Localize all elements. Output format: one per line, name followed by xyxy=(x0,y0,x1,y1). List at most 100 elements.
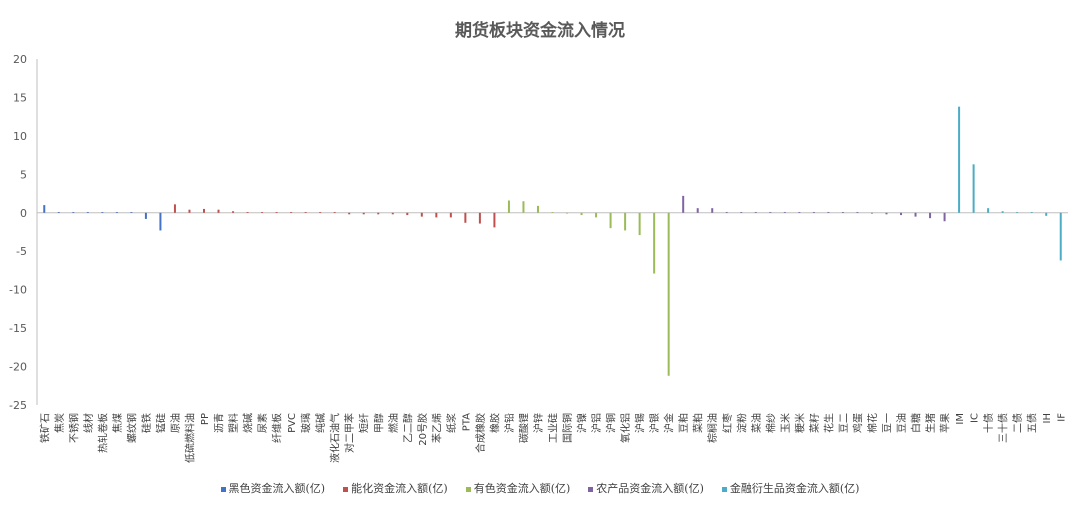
bar-二债 xyxy=(1016,211,1019,213)
x-tick-label: 豆油 xyxy=(895,413,908,433)
bar-橡胶 xyxy=(493,212,496,228)
x-tick-label: 纸浆 xyxy=(445,413,458,433)
bar-苯乙烯 xyxy=(435,212,438,218)
bar-液化石油气 xyxy=(333,211,336,213)
bar-沪铝 xyxy=(595,212,598,218)
y-tick-label: -15 xyxy=(9,322,27,335)
x-tick-label: 工业硅 xyxy=(547,413,560,443)
bar-沪铜 xyxy=(609,212,612,229)
bar-花生 xyxy=(827,211,830,213)
bar-豆油 xyxy=(900,212,903,216)
bar-苹果 xyxy=(943,212,946,222)
legend-item: 金融衍生品资金流入额(亿) xyxy=(721,480,860,496)
x-tick-label: 甲醇 xyxy=(372,413,385,433)
x-tick-label: 玉米 xyxy=(779,413,792,433)
bar-IF xyxy=(1059,212,1062,261)
bar-淀粉 xyxy=(740,211,743,213)
bar-热轧卷板 xyxy=(101,211,104,213)
bar-短纤 xyxy=(362,212,365,215)
x-tick-label: 原油 xyxy=(169,413,182,433)
x-tick-label: 国际铜 xyxy=(562,413,574,443)
legend-label: 能化资金流入额(亿) xyxy=(351,482,448,495)
bar-碳酸锂 xyxy=(522,201,525,213)
x-tick-label: 三十债 xyxy=(997,413,1010,443)
bar-粳米 xyxy=(798,211,801,213)
bar-沪镍 xyxy=(580,212,583,216)
y-tick-label: 15 xyxy=(13,91,27,104)
y-axis-ticks: 20 15 10 5 0 -5 -10 -15 -20 -25 xyxy=(9,53,27,412)
x-tick-label: PTA xyxy=(461,413,472,431)
x-tick-label: 菜籽 xyxy=(809,413,821,433)
bar-硅铁 xyxy=(144,212,147,219)
bar-国际铜 xyxy=(566,212,569,214)
x-tick-label: 锰硅 xyxy=(154,413,167,433)
x-tick-label: 豆一 xyxy=(881,413,893,433)
x-tick-label: 烧碱 xyxy=(242,413,255,433)
bar-燃油 xyxy=(391,212,394,215)
bar-沪金 xyxy=(667,212,670,376)
x-tick-label: 合成橡胶 xyxy=(474,413,487,453)
legend-swatch xyxy=(465,486,471,492)
x-tick-label: IM xyxy=(955,413,966,425)
x-tick-label: 纤维板 xyxy=(271,413,284,443)
x-tick-label: 红枣 xyxy=(721,413,734,433)
x-axis-labels: 铁矿石 焦炭 不锈钢 线材 热轧卷板 焦煤 螺纹钢 硅铁 锰硅 原油 低硫燃料油 PP 沥青 塑料 烧碱 尿素… xyxy=(38,413,1067,463)
x-tick-label: 沪银 xyxy=(648,413,661,433)
x-tick-label: 沪铝 xyxy=(590,413,603,433)
legend-swatch xyxy=(721,486,727,492)
x-tick-label: 燃油 xyxy=(387,413,400,433)
bar-玉米 xyxy=(783,211,786,213)
x-tick-label: 对二甲苯 xyxy=(343,413,356,453)
bar-20号胶 xyxy=(420,212,423,217)
bar-工业硅 xyxy=(551,211,554,213)
bar-PP xyxy=(202,208,205,213)
y-tick-label: -20 xyxy=(9,361,27,374)
bar-玻璃 xyxy=(304,211,307,213)
x-tick-label: 沪镍 xyxy=(576,413,589,433)
x-tick-label: 豆粕 xyxy=(677,413,690,433)
x-tick-label: 五债 xyxy=(1026,413,1039,433)
bar-沪铅 xyxy=(507,200,510,213)
bar-PTA xyxy=(464,212,467,223)
x-tick-label: PP xyxy=(200,413,211,425)
x-tick-label: 菜粕 xyxy=(692,413,705,433)
x-tick-label: 纯碱 xyxy=(314,413,327,433)
x-tick-label: 不锈钢 xyxy=(67,413,80,443)
x-tick-label: 线材 xyxy=(82,413,95,433)
bar-氧化铝 xyxy=(624,212,627,231)
legend-item: 有色资金流入额(亿) xyxy=(465,480,571,496)
bar-十债 xyxy=(987,208,990,213)
x-tick-label: 粳米 xyxy=(793,413,806,433)
x-tick-label: 白糖 xyxy=(910,413,923,433)
x-tick-label: 硅铁 xyxy=(140,413,153,433)
bar-菜油 xyxy=(754,211,757,213)
x-tick-label: 沪锌 xyxy=(532,413,545,433)
y-tick-label: 5 xyxy=(20,168,27,181)
x-tick-label: 铁矿石 xyxy=(38,413,51,443)
bar-IC xyxy=(972,164,975,213)
bar-合成橡胶 xyxy=(478,212,481,224)
bar-豆二 xyxy=(841,211,844,213)
x-tick-label: 生猪 xyxy=(924,413,937,433)
x-tick-label: 沪铜 xyxy=(605,413,618,433)
legend-swatch xyxy=(343,486,349,492)
y-tick-label: -5 xyxy=(16,245,27,258)
x-tick-label: 尿素 xyxy=(256,413,269,433)
bar-塑料 xyxy=(232,211,235,213)
legend: 黑色资金流入额(亿) 能化资金流入额(亿) 有色资金流入额(亿) 农产品资金流入额(亿… xyxy=(0,480,1080,496)
x-tick-label: 塑料 xyxy=(227,413,240,433)
bar-沥青 xyxy=(217,209,220,213)
bar-沪锡 xyxy=(638,212,641,236)
legend-label: 黑色资金流入额(亿) xyxy=(228,482,326,495)
legend-item: 黑色资金流入额(亿) xyxy=(220,480,326,496)
x-tick-label: 沪铅 xyxy=(503,413,516,433)
legend-label: 有色资金流入额(亿) xyxy=(473,482,571,495)
bar-豆一 xyxy=(885,212,888,215)
legend-label: 金融衍生品资金流入额(亿) xyxy=(729,482,860,495)
x-tick-label: 热轧卷板 xyxy=(96,413,109,453)
bar-沪银 xyxy=(653,212,656,274)
x-tick-label: 苯乙烯 xyxy=(430,413,443,443)
bar-白糖 xyxy=(914,212,917,217)
bar-纸浆 xyxy=(449,212,452,218)
